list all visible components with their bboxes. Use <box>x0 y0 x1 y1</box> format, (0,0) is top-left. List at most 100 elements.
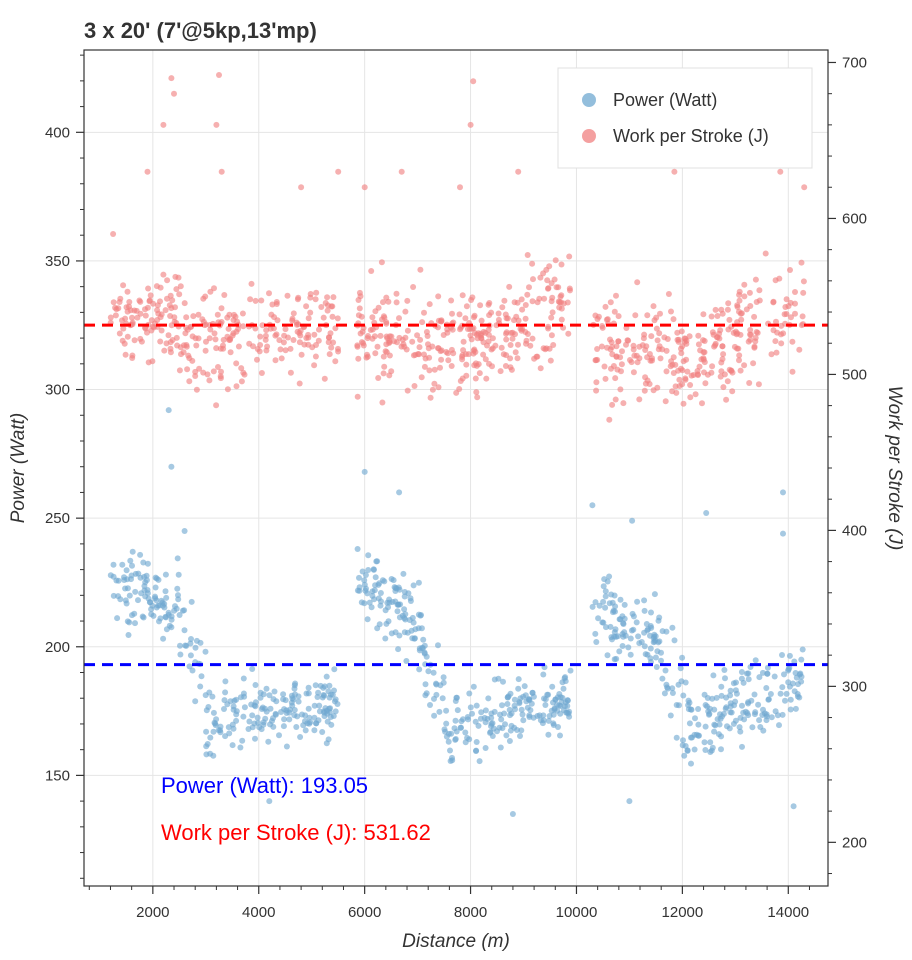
data-point <box>313 720 320 727</box>
data-point <box>742 708 749 715</box>
data-point <box>619 348 625 355</box>
data-point <box>294 328 301 335</box>
data-point <box>717 327 724 334</box>
data-point <box>741 716 748 723</box>
data-point <box>144 590 151 597</box>
data-point <box>467 704 474 711</box>
data-point <box>555 724 561 730</box>
data-point <box>607 623 614 630</box>
data-point <box>548 707 555 714</box>
data-point <box>724 378 731 385</box>
data-point <box>719 343 726 350</box>
data-point <box>415 611 422 618</box>
data-point <box>594 346 601 352</box>
data-point <box>612 608 618 615</box>
data-point <box>364 353 371 360</box>
data-point <box>175 592 181 599</box>
data-point <box>541 295 548 302</box>
data-point <box>405 590 412 597</box>
data-point <box>320 314 327 321</box>
data-point <box>120 325 127 332</box>
data-point <box>751 691 758 698</box>
data-point <box>718 368 725 375</box>
data-point <box>506 706 513 713</box>
data-point <box>305 341 312 348</box>
data-point <box>659 346 666 353</box>
data-point <box>423 653 430 660</box>
data-point <box>486 312 493 319</box>
data-point <box>414 332 421 339</box>
data-point <box>212 336 219 343</box>
data-point <box>370 566 377 573</box>
data-point <box>311 714 318 721</box>
y-left-tick-label: 150 <box>45 767 70 784</box>
y-left-tick-label: 200 <box>45 639 70 656</box>
data-point <box>595 615 602 622</box>
data-point <box>593 387 600 394</box>
data-point <box>606 600 613 607</box>
data-point <box>701 739 708 746</box>
data-point <box>449 310 455 317</box>
data-point <box>189 333 196 340</box>
data-point <box>512 349 519 356</box>
data-point <box>328 303 335 310</box>
data-point <box>407 595 414 602</box>
data-point <box>616 648 623 655</box>
data-point <box>257 333 264 340</box>
data-point <box>229 332 236 339</box>
data-point <box>368 268 375 274</box>
y-left-tick-label: 250 <box>45 510 70 527</box>
data-point <box>377 332 384 339</box>
data-point <box>509 811 516 817</box>
data-point <box>398 168 405 175</box>
data-point <box>139 613 146 620</box>
data-point <box>706 710 713 717</box>
data-point <box>783 690 790 697</box>
data-point <box>410 582 417 589</box>
data-point <box>462 739 469 746</box>
data-point <box>361 600 368 607</box>
data-point <box>311 727 318 734</box>
data-point <box>612 603 619 610</box>
data-point <box>548 298 555 305</box>
data-point <box>211 285 217 292</box>
data-point <box>162 307 169 314</box>
data-point <box>545 325 552 332</box>
data-point <box>278 355 285 362</box>
data-point <box>772 708 779 715</box>
data-point <box>401 606 408 613</box>
data-point <box>276 732 282 739</box>
data-point <box>365 552 372 559</box>
axis-ticks: 2000 4000 6000 8000 10000 12000 14000 150 200 250… <box>45 54 867 921</box>
data-point <box>395 646 402 653</box>
data-point <box>788 314 794 321</box>
data-point <box>465 716 472 723</box>
data-point <box>545 717 552 724</box>
data-point <box>316 702 323 709</box>
data-point <box>237 694 244 701</box>
data-point <box>218 168 225 175</box>
data-point <box>659 675 666 682</box>
data-point <box>669 685 676 692</box>
data-point <box>669 690 676 696</box>
data-point <box>641 643 648 650</box>
data-point <box>714 313 721 319</box>
legend-label-power: Power (Watt) <box>613 90 717 110</box>
data-point <box>714 716 721 723</box>
data-point <box>417 336 424 343</box>
data-point <box>589 502 596 509</box>
data-point <box>713 334 720 341</box>
data-point <box>763 717 770 724</box>
data-point <box>182 642 189 649</box>
data-point <box>221 706 227 712</box>
data-point <box>628 627 635 634</box>
data-point <box>328 344 335 351</box>
data-point <box>724 306 731 313</box>
data-point <box>676 376 683 383</box>
data-point <box>739 743 745 750</box>
data-point <box>765 696 772 703</box>
data-point <box>777 168 784 175</box>
data-point <box>702 747 709 753</box>
data-point <box>736 357 742 364</box>
data-point <box>780 489 786 496</box>
